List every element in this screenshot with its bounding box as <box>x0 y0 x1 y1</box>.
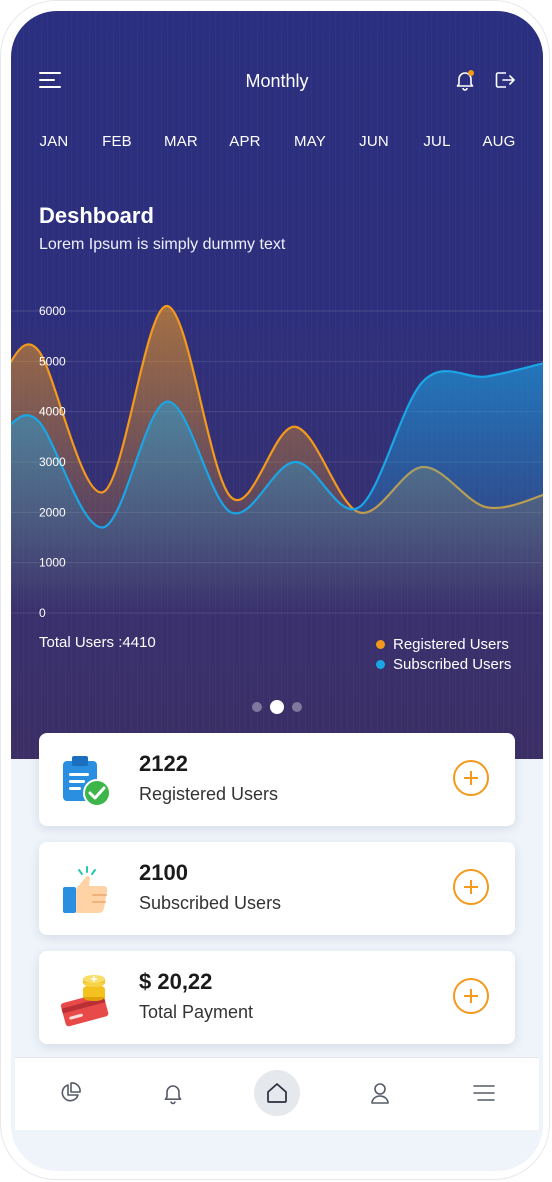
pager-dot[interactable] <box>292 702 302 712</box>
thumbs-up-icon <box>59 862 115 918</box>
month-tab[interactable]: MAR <box>164 133 198 150</box>
dashboard-subtitle: Lorem Ipsum is simply dummy text <box>39 236 286 253</box>
legend-dot-icon <box>376 659 385 669</box>
menu-icon[interactable] <box>39 71 63 91</box>
carousel-pager <box>11 699 543 715</box>
subscribed-users-card[interactable]: 2100 Subscribed Users <box>39 842 515 935</box>
y-tick-label: 6000 <box>39 304 66 318</box>
add-button[interactable] <box>453 869 489 905</box>
month-tab[interactable]: MAY <box>294 133 326 150</box>
app-screen: Monthly JAN FEB <box>11 11 543 1171</box>
chart-legend: Registered Users Subscribed Users <box>376 634 511 674</box>
dashboard-hero: Monthly JAN FEB <box>11 11 543 759</box>
total-payment-card[interactable]: $ 20,22 Total Payment <box>39 951 515 1044</box>
month-tab[interactable]: APR <box>229 133 261 150</box>
legend-item-registered: Registered Users <box>376 634 511 654</box>
top-bar: Monthly <box>11 63 543 99</box>
pie-chart-icon[interactable] <box>47 1070 93 1116</box>
month-tab[interactable]: JUN <box>359 133 389 150</box>
month-tab[interactable]: JUL <box>423 133 451 150</box>
clipboard-check-icon <box>59 753 115 809</box>
y-tick-label: 4000 <box>39 405 66 419</box>
legend-item-subscribed: Subscribed Users <box>376 654 511 674</box>
card-label: Subscribed Users <box>139 893 282 913</box>
page-title: Monthly <box>245 71 309 91</box>
series-area-subscribed <box>11 363 543 613</box>
month-tab[interactable]: JAN <box>39 133 69 150</box>
dashboard-title: Deshboard <box>39 203 154 228</box>
pager-dot-active[interactable] <box>270 700 284 714</box>
users-area-chart: 6000 5000 4000 3000 2000 1000 0 <box>11 304 543 620</box>
legend-label: Registered Users <box>393 635 509 653</box>
bottom-navigation <box>15 1057 539 1130</box>
legend-dot-icon <box>376 639 385 649</box>
month-selector: JAN FEB MAR APR MAY JUN JUL AUG <box>11 133 543 153</box>
pager-dot[interactable] <box>252 702 262 712</box>
card-value: $ 20,22 <box>139 969 213 994</box>
series-line-subscribed <box>11 362 543 529</box>
month-tab[interactable]: FEB <box>102 133 132 150</box>
total-users-summary: Total Users :4410 <box>39 634 156 651</box>
y-tick-label: 3000 <box>39 455 66 469</box>
logout-icon[interactable] <box>494 69 516 91</box>
card-label: Total Payment <box>139 1002 254 1022</box>
legend-label: Subscribed Users <box>393 655 512 673</box>
add-button[interactable] <box>453 760 489 796</box>
card-value: 2122 <box>139 751 188 776</box>
card-coins-icon <box>59 971 115 1027</box>
home-icon[interactable] <box>254 1070 300 1116</box>
y-tick-label: 5000 <box>39 354 66 368</box>
card-value: 2100 <box>139 860 188 885</box>
y-tick-label: 2000 <box>39 505 66 519</box>
user-icon[interactable] <box>357 1070 403 1116</box>
y-tick-label: 1000 <box>39 556 66 570</box>
notification-bell-icon[interactable] <box>455 69 475 91</box>
month-tab[interactable]: AUG <box>482 133 516 150</box>
menu-icon[interactable] <box>461 1070 507 1116</box>
add-button[interactable] <box>453 978 489 1014</box>
card-label: Registered Users <box>139 784 279 804</box>
y-tick-label: 0 <box>39 606 46 620</box>
bell-icon[interactable] <box>150 1070 196 1116</box>
registered-users-card[interactable]: 2122 Registered Users <box>39 733 515 826</box>
